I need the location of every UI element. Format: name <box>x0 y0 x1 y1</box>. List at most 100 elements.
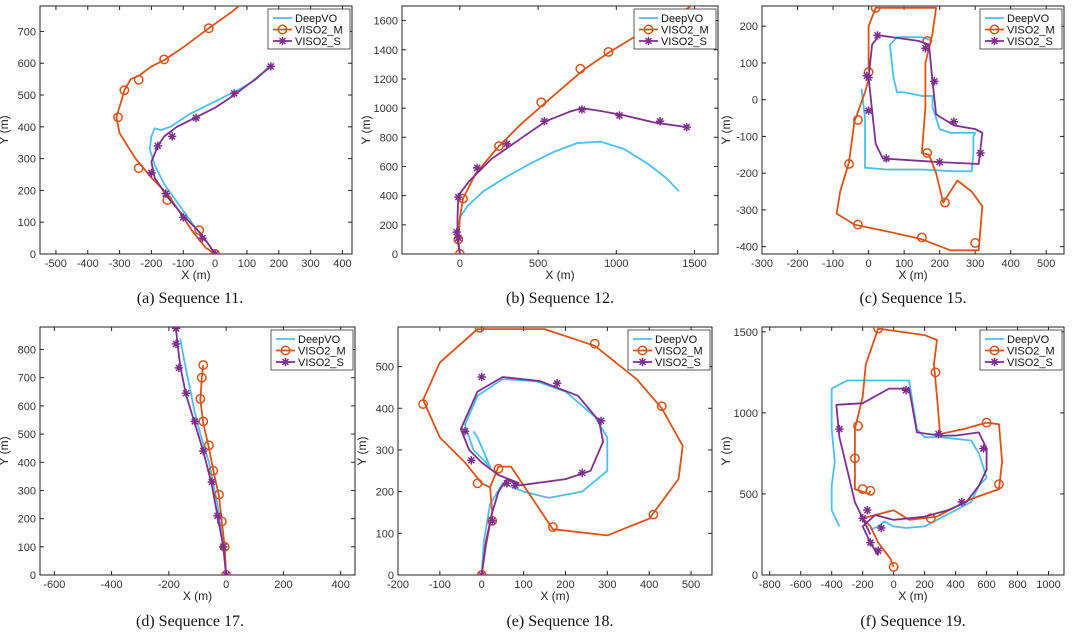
series-marker-viso2_s <box>877 523 886 533</box>
series-marker-viso2_s <box>930 77 939 86</box>
legend-label-deepvo: DeepVO <box>1007 13 1050 25</box>
y-tick-label: 200 <box>740 21 758 33</box>
panel-caption: (e) Sequence 18. <box>506 613 613 630</box>
series-marker-viso2_m <box>472 478 483 489</box>
x-tick-label: 600 <box>977 579 995 591</box>
series-line-viso2_s <box>867 34 984 165</box>
x-tick-label: 0 <box>479 579 485 591</box>
series-marker-viso2_s <box>858 514 867 523</box>
series-marker-viso2_s <box>502 139 512 149</box>
series-line-deepvo <box>148 65 270 254</box>
series-marker-viso2_s <box>552 379 562 388</box>
legend-label-viso2_s: VISO2_S <box>1007 36 1053 48</box>
y-tick-label: 400 <box>376 403 394 415</box>
legend-label-viso2_m: VISO2_M <box>655 346 703 358</box>
series-marker-viso2_s <box>934 429 943 439</box>
legend-marker-viso2_m <box>637 345 648 356</box>
series-marker-viso2_s <box>957 497 966 507</box>
y-tick-label: 300 <box>18 485 36 497</box>
legend-label-viso2_m: VISO2_M <box>295 25 343 37</box>
series-marker-viso2_s <box>979 444 988 453</box>
series-marker-viso2_m <box>494 141 504 151</box>
x-tick-label: -400 <box>77 258 99 270</box>
x-tick-label: 400 <box>332 579 350 591</box>
y-axis-label: Y (m) <box>355 436 369 465</box>
x-tick-label: -500 <box>45 258 67 270</box>
series-line-viso2_s <box>175 328 227 575</box>
series-marker-viso2_m <box>916 232 927 243</box>
y-tick-label: 0 <box>752 570 758 582</box>
y-tick-label: 1000 <box>374 103 398 115</box>
series-marker-viso2_m <box>940 197 950 208</box>
series-marker-viso2_m <box>656 401 667 412</box>
legend-marker-viso2_s <box>990 36 999 46</box>
y-tick-label: 400 <box>380 191 398 203</box>
legend-label-viso2_s: VISO2_S <box>661 36 707 48</box>
series-marker-viso2_s <box>835 424 844 434</box>
x-tick-label: 0 <box>866 258 872 270</box>
series-marker-viso2_s <box>866 538 875 547</box>
series-marker-viso2_s <box>179 213 188 222</box>
series-marker-viso2_m <box>198 416 209 427</box>
series-marker-viso2_s <box>153 141 162 151</box>
x-tick-label: 1000 <box>604 258 628 270</box>
x-tick-label: 400 <box>946 579 964 591</box>
y-tick-label: 600 <box>18 58 36 70</box>
x-tick-label: 500 <box>1037 258 1055 270</box>
series-marker-viso2_s <box>864 106 873 115</box>
y-tick-label: 0 <box>30 570 36 582</box>
y-tick-label: 0 <box>388 570 394 582</box>
series-marker-viso2_s <box>174 363 184 373</box>
series-marker-viso2_s <box>949 117 959 126</box>
y-tick-label: 200 <box>376 487 394 499</box>
series-marker-viso2_m <box>575 63 586 74</box>
series-marker-viso2_s <box>511 481 520 490</box>
series-marker-viso2_m <box>695 6 700 7</box>
series-marker-viso2_s <box>147 168 156 178</box>
x-axis-label: X (m) <box>898 268 927 282</box>
series-marker-viso2_s <box>190 417 199 426</box>
series-line-viso2_m <box>854 327 1003 568</box>
series-marker-viso2_m <box>865 485 876 496</box>
series-marker-viso2_s <box>615 111 624 120</box>
chart-panel-3: -300 -200 -100 0 100 200 300 400 500 -400 -300 -200… <box>719 5 1065 307</box>
series-line-viso2_m <box>199 364 227 575</box>
series-marker-viso2_m <box>873 327 884 334</box>
x-tick-label: -200 <box>852 579 874 591</box>
x-tick-label: 1000 <box>1036 579 1060 591</box>
x-tick-label: -300 <box>751 258 773 270</box>
x-tick-label: 300 <box>966 258 984 270</box>
legend-label-viso2_m: VISO2_M <box>298 346 346 358</box>
series-marker-viso2_m <box>589 338 600 349</box>
series-marker-viso2_m <box>113 112 123 123</box>
y-tick-label: 500 <box>740 489 758 501</box>
x-axis-label: X (m) <box>181 268 210 282</box>
y-tick-label: 300 <box>376 445 394 457</box>
series-line-deepvo <box>457 140 680 254</box>
legend-marker-viso2_s <box>281 357 290 367</box>
legend-marker-viso2_s <box>990 357 999 367</box>
series-marker-viso2_s <box>488 516 497 526</box>
series-marker-viso2_m <box>981 417 992 428</box>
series-marker-viso2_s <box>221 570 231 575</box>
series-marker-viso2_m <box>648 509 659 520</box>
legend-marker-viso2_m <box>280 345 291 356</box>
panel-caption: (f) Sequence 19. <box>860 613 965 630</box>
series-marker-viso2_m <box>474 327 485 333</box>
y-tick-label: 300 <box>18 154 36 166</box>
series-marker-viso2_m <box>194 225 205 236</box>
series-marker-viso2_m <box>844 159 854 169</box>
x-tick-label: -100 <box>822 258 844 270</box>
y-axis-label: Y (m) <box>359 115 373 144</box>
series-marker-viso2_m <box>852 219 863 230</box>
y-tick-label: -300 <box>736 205 758 217</box>
y-tick-label: 700 <box>18 26 36 38</box>
x-tick-label: 800 <box>1008 579 1026 591</box>
legend-marker-viso2_m <box>989 24 1000 35</box>
x-tick-label: -200 <box>787 258 809 270</box>
series-marker-viso2_m <box>203 23 214 34</box>
x-tick-label: 400 <box>1002 258 1020 270</box>
